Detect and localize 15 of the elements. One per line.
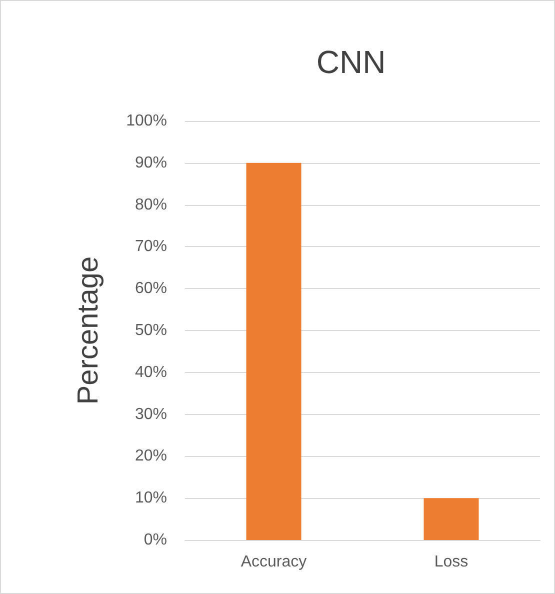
y-tick-label: 90%: [134, 154, 167, 172]
y-tick-label: 100%: [126, 112, 167, 130]
x-tick-label: Loss: [434, 554, 468, 570]
chart-title: CNN: [316, 44, 386, 80]
y-tick-label: 20%: [134, 448, 167, 465]
y-tick-label: 10%: [134, 490, 167, 507]
y-tick-label: 50%: [134, 322, 167, 339]
y-tick-label: 70%: [134, 238, 167, 256]
y-tick-label: 80%: [134, 196, 167, 214]
y-tick-label: 60%: [134, 280, 167, 298]
y-axis-title: Percentage: [72, 256, 104, 405]
y-tick-label: 40%: [134, 364, 167, 381]
y-tick-label: 0%: [144, 532, 167, 548]
y-tick-label: 30%: [134, 406, 167, 423]
x-tick-label: Accuracy: [240, 554, 307, 570]
